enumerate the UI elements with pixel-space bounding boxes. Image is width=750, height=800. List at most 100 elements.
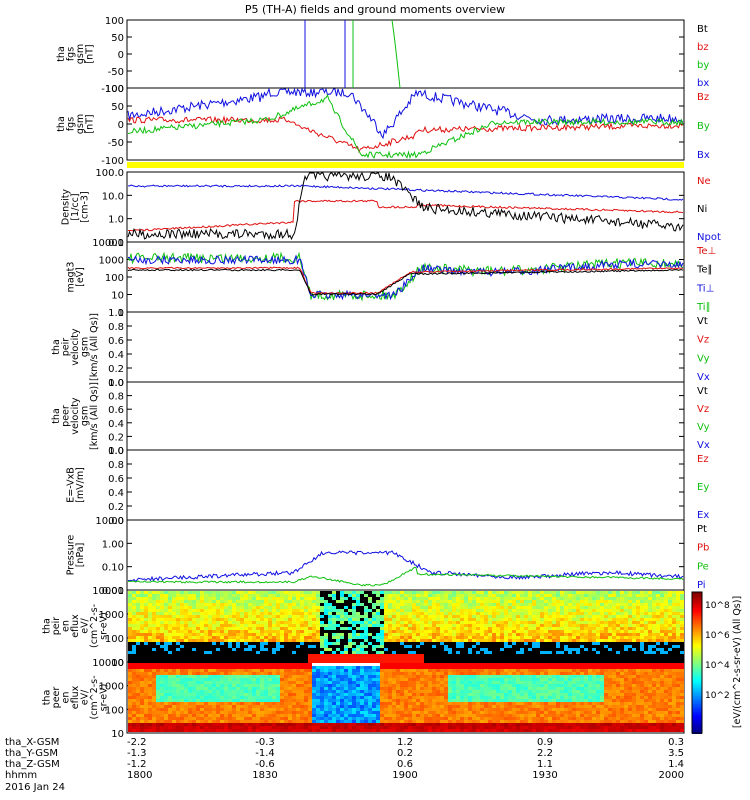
legend-entry: Ex — [697, 510, 709, 521]
y-tick-label: 1.0 — [108, 378, 124, 389]
legend-entry: Bt — [697, 24, 708, 35]
by-trace — [127, 93, 684, 160]
legend-entry: bx — [697, 78, 709, 89]
legend-entry: bz — [697, 42, 709, 53]
panel-frame — [126, 449, 685, 521]
xaxis-row-label: hhmm — [5, 770, 37, 781]
y-axis-label: Density — [61, 189, 72, 225]
chart-title: P5 (TH-A) fields and ground moments over… — [245, 3, 505, 16]
y-tick-label: 0.01 — [102, 586, 124, 597]
y-tick-label: 100 — [105, 16, 124, 27]
y-tick-label: 10.00 — [95, 516, 124, 527]
y-tick-label: 0.4 — [108, 488, 124, 499]
y-tick-label: 100 — [105, 705, 124, 716]
legend-entry: Vt — [697, 316, 708, 327]
xaxis-value: 0.6 — [397, 759, 413, 770]
panel-efield: 1.0 0.8 0.6 0.4 0.2 0.0 E=-VxB[mV/m] Ez Ey Ex — [65, 446, 709, 527]
y-axis-label: tha — [42, 690, 53, 706]
tepar-trace — [127, 268, 684, 296]
y-axis-label: peer — [61, 405, 72, 427]
xaxis-value: -1.3 — [127, 748, 147, 759]
y-tick-label: 10.0 — [102, 191, 124, 202]
y-tick-label: 0.0 — [108, 378, 124, 389]
ni-trace — [127, 171, 684, 241]
legend-entry: Pb — [697, 543, 709, 554]
panel-temp: 10000 1000 100 10 1 magt3[eV] Te⊥ Te∥ Ti⊥ Ti∥ — [65, 238, 716, 319]
y-axis-label: peir — [51, 617, 62, 636]
y-axis-label: [1/cc] — [70, 193, 81, 220]
panel-pressure: 10.00 1.00 0.10 0.01 Pressure[nPa] Pt Pb Pe Pi — [65, 516, 709, 597]
y-tick-label: 0 — [118, 50, 124, 61]
y-tick-label: 0.8 — [108, 322, 124, 333]
panel-peir-vel: 1.0 0.8 0.6 0.4 0.2 0.0 thapeirvelocitygsm[km/… — [51, 308, 710, 389]
panel-frame — [126, 381, 685, 451]
legend-entry: Pe — [697, 561, 709, 572]
y-axis-label: tha — [51, 339, 62, 355]
legend-entry: Te∥ — [696, 265, 713, 276]
xaxis-value: 0.3 — [668, 737, 684, 748]
y-axis-label: sr-eV) — [99, 684, 110, 712]
y-axis-label: fgs — [65, 47, 76, 61]
legend-entry: Bz — [697, 92, 709, 103]
electron-spectrogram — [128, 663, 684, 732]
y-tick-label: 1.0 — [108, 446, 124, 457]
colorbar-tick: 10^6 — [705, 631, 730, 641]
y-axis-label: velocity — [70, 328, 81, 366]
y-tick-label: 100 — [105, 84, 124, 95]
y-axis-label: fgs — [65, 117, 76, 131]
panel-frame — [126, 519, 685, 591]
y-tick-label: 1000 — [99, 610, 124, 621]
teperp-trace — [127, 266, 683, 295]
xaxis-value: -1.2 — [127, 759, 147, 770]
y-axis-label: peir — [61, 338, 72, 357]
legend-entry: by — [697, 60, 709, 71]
y-axis-label: gsm — [75, 44, 86, 64]
y-tick-label: 10000 — [92, 586, 124, 597]
xaxis-row-label: tha_Y-GSM — [5, 748, 58, 759]
legend-entry: Vt — [697, 386, 708, 397]
y-axis-label: en — [61, 620, 72, 632]
legend-entry: Vy — [697, 422, 710, 433]
y-tick-label: 10 — [111, 658, 124, 669]
y-tick-label: 100 — [105, 273, 124, 284]
y-axis-label: [eV] — [75, 267, 86, 287]
xaxis-value: -0.6 — [255, 759, 275, 770]
legend-entry: Ti⊥ — [696, 283, 714, 294]
colorbar: 10^8 10^6 10^4 10^2 [eV/(cm^2-s-sr-eV) (All … — [691, 591, 743, 734]
y-axis-label: [mV/m] — [75, 467, 86, 503]
y-axis-label: eflux — [70, 614, 81, 638]
ion-spectrogram — [128, 591, 684, 663]
y-axis-label: eflux — [70, 685, 81, 709]
colorbar-frame — [691, 591, 703, 734]
y-axis-label: [km/s (All Qs)] — [89, 382, 100, 450]
xaxis-row-label: tha_X-GSM — [5, 737, 59, 748]
colorbar-tick: 10^2 — [705, 691, 730, 701]
panel-peer-vel: 1.0 0.8 0.6 0.4 0.2 0.0 thapeervelocitygsm[km/… — [51, 378, 710, 457]
y-tick-label: 0.4 — [108, 419, 124, 430]
y-tick-label: 0.2 — [108, 502, 124, 513]
y-axis-label: magt3 — [65, 262, 76, 293]
xaxis-value: -2.2 — [127, 737, 147, 748]
y-tick-label: 0.6 — [108, 336, 124, 347]
y-tick-label: 0.6 — [108, 405, 124, 416]
xaxis-value: 3.5 — [668, 748, 684, 759]
xaxis-value: 1800 — [127, 770, 152, 781]
legend-entry: Ez — [697, 454, 709, 465]
npot-trace — [127, 184, 684, 201]
y-axis-label: peer — [51, 687, 62, 709]
legend-entry: Ti∥ — [696, 302, 711, 313]
y-tick-label: 10 — [111, 291, 124, 302]
xaxis-value: 1900 — [392, 770, 417, 781]
pi-trace — [127, 550, 684, 583]
y-axis-label: gsm — [80, 406, 91, 426]
xaxis-value: -0.3 — [255, 737, 275, 748]
y-axis-label: en — [61, 692, 72, 704]
legend-entry: Vy — [697, 353, 710, 364]
xaxis-row-label: tha_Z-GSM — [5, 759, 60, 770]
legend-entry: Pt — [697, 524, 707, 535]
y-tick-label: 100.0 — [95, 168, 124, 179]
y-axis-label: Pressure — [65, 535, 76, 576]
y-tick-label: 1.00 — [102, 539, 124, 550]
colorbar-label: [eV/(cm^2-s-sr-eV) (All Qs)] — [732, 596, 743, 728]
